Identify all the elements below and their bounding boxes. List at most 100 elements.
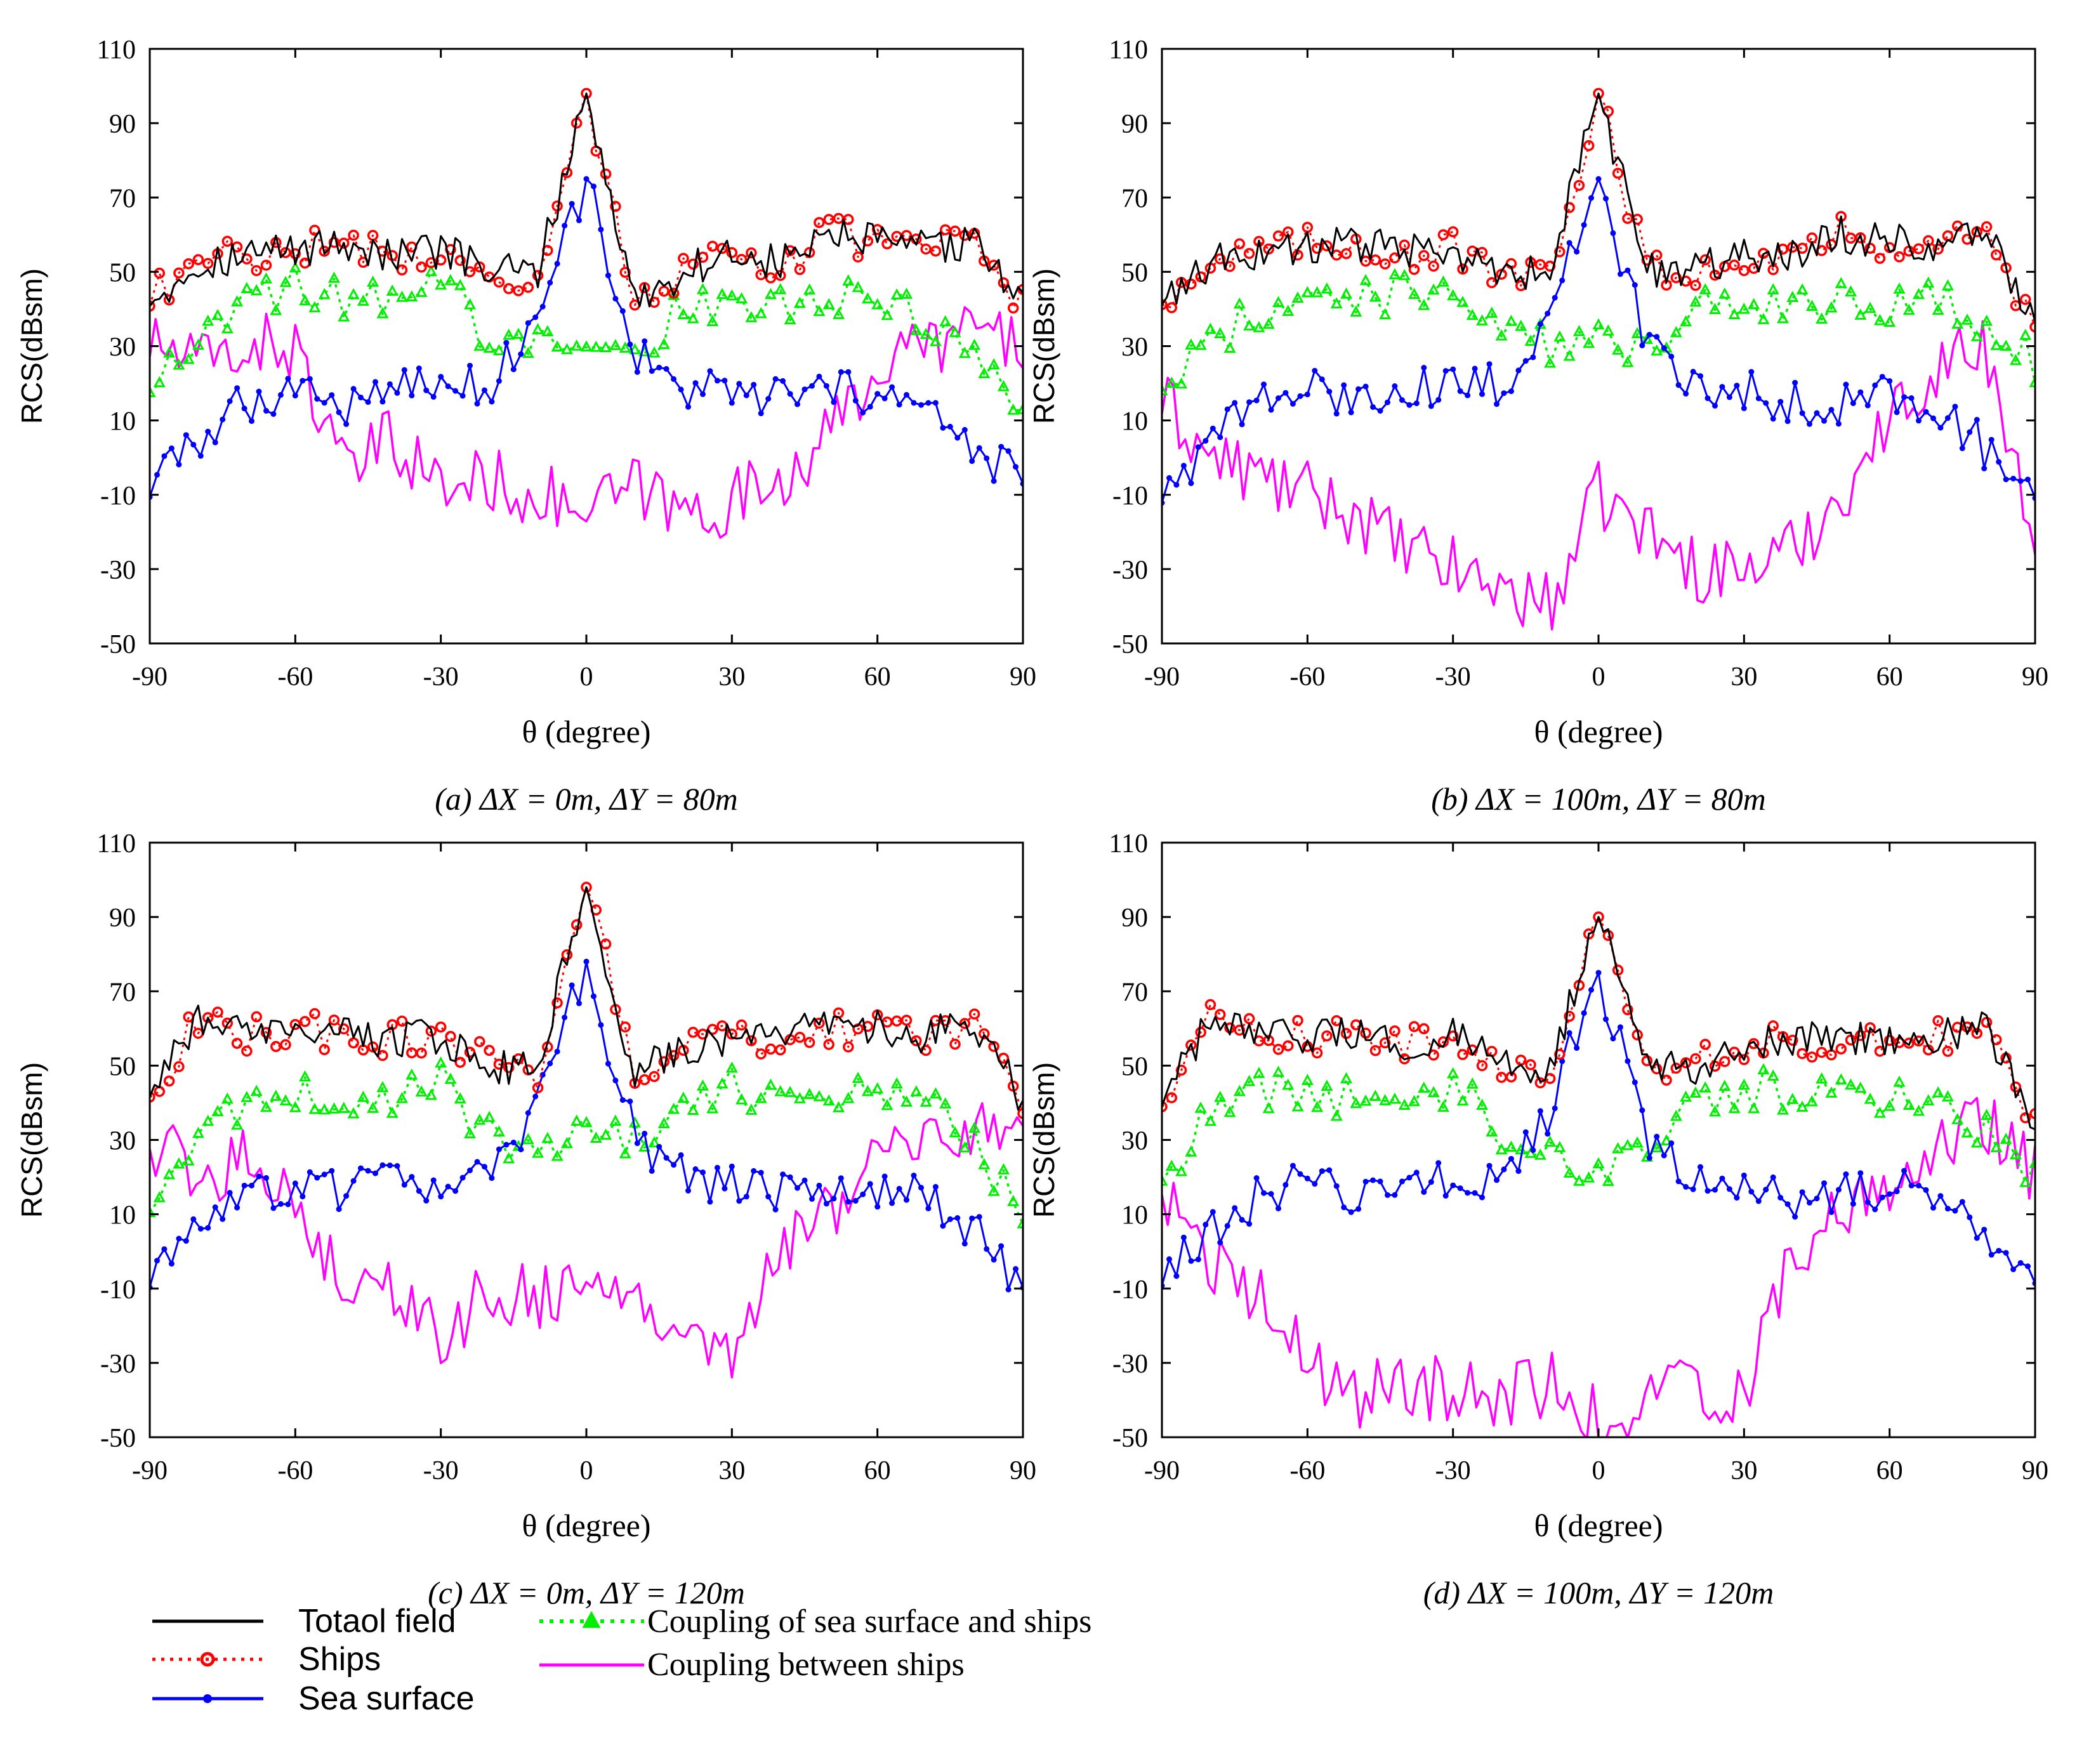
ships-point — [1806, 1051, 1818, 1063]
y-tick-label: 90 — [1121, 110, 1148, 139]
sea-surface-point — [409, 1174, 415, 1180]
sea-surface-point — [845, 369, 852, 375]
coupling-sea-ships-point — [1893, 1076, 1906, 1087]
y-axis-label: RCS(dBsm) — [1027, 268, 1060, 424]
sea-surface-point — [1486, 1162, 1493, 1169]
ships-point — [328, 1014, 340, 1026]
sea-surface-point — [860, 409, 866, 416]
sea-surface-point — [350, 1178, 357, 1184]
sea-surface-point — [1864, 402, 1871, 409]
coupling-sea-ships-point — [958, 346, 971, 359]
sea-surface-point — [1603, 195, 1609, 202]
sea-surface-point — [1442, 368, 1449, 374]
coupling-sea-ships-point — [1456, 296, 1469, 307]
sea-surface-point — [1588, 195, 1594, 201]
sea-surface-point — [591, 183, 597, 190]
sea-surface-point — [1566, 1030, 1573, 1036]
coupling-sea-ships-point — [1379, 308, 1392, 320]
coupling-sea-ships-point — [871, 298, 884, 310]
sea-surface-point — [212, 1204, 218, 1210]
sea-surface-point — [1639, 342, 1645, 348]
coupling-sea-ships-point — [852, 1072, 864, 1083]
coupling-sea-ships-point — [182, 1154, 195, 1166]
sea-surface-point — [1013, 464, 1019, 470]
sea-surface-point — [482, 387, 487, 393]
coupling-sea-ships-point — [1708, 303, 1721, 314]
sea-surface-point — [918, 1185, 924, 1191]
coupling-sea-ships-point — [532, 323, 544, 334]
ships-point — [629, 1077, 641, 1089]
coupling-sea-ships-point — [483, 1110, 496, 1122]
x-tick-label: -60 — [1289, 1456, 1325, 1485]
sea-surface-point — [1465, 392, 1471, 398]
ships-point — [658, 1056, 670, 1067]
coupling-sea-ships-point — [347, 287, 360, 299]
sea-surface-point — [889, 1200, 895, 1206]
coupling-sea-ships-point — [1466, 1077, 1479, 1089]
ships-point — [150, 300, 155, 312]
coupling-sea-ships-point — [2029, 1157, 2035, 1168]
coupling-sea-ships-point — [1369, 1089, 1381, 1101]
x-tick-label: 0 — [580, 1456, 593, 1485]
coupling-sea-ships-point — [1223, 1105, 1236, 1117]
coupling-sea-ships-point — [1476, 1098, 1489, 1110]
sea-surface-point — [1399, 397, 1405, 403]
sea-surface-point — [2010, 475, 2017, 482]
sea-surface-point — [1472, 1190, 1478, 1196]
coupling-sea-ships-point — [929, 334, 942, 346]
sea-surface-point — [1319, 1168, 1325, 1175]
legend-coupling-sea-ships-marker — [582, 1610, 601, 1628]
ships-point — [1437, 229, 1449, 240]
sea-surface-point — [758, 411, 764, 416]
sea-surface-point — [1857, 1170, 1864, 1176]
sea-surface-point — [1501, 1166, 1507, 1173]
sea-surface-point — [394, 390, 400, 396]
sea-surface-point — [904, 1197, 909, 1203]
sea-surface-point — [1959, 445, 1965, 451]
sea-surface-point — [1203, 438, 1209, 444]
coupling-sea-ships-point — [308, 301, 321, 313]
y-tick-label: 10 — [1121, 407, 1148, 437]
coupling-sea-ships-point — [1844, 1078, 1857, 1090]
coupling-sea-ships-point — [367, 1102, 379, 1113]
sea-surface-point — [1005, 1286, 1012, 1293]
ships-point — [823, 1039, 834, 1050]
sea-surface-point — [663, 1155, 669, 1161]
coupling-sea-ships-point — [415, 286, 428, 297]
sea-surface-point — [765, 1194, 772, 1200]
sea-surface-point — [386, 381, 393, 387]
coupling-sea-ships-point — [832, 1101, 845, 1112]
ships-point — [619, 1021, 631, 1033]
coupling-sea-ships-point — [1253, 320, 1265, 332]
y-tick-label: 70 — [1121, 978, 1148, 1007]
sea-surface-point — [1777, 398, 1784, 405]
coupling-sea-ships-point — [1553, 1141, 1566, 1152]
coupling-sea-ships-point — [1311, 286, 1324, 298]
sea-surface-point — [227, 1190, 233, 1196]
coupling-sea-ships-point — [1796, 283, 1809, 295]
ships-point — [1855, 232, 1866, 244]
ships-point — [1534, 1077, 1546, 1089]
plot-area — [1162, 843, 2035, 1437]
coupling-sea-ships-point — [1970, 330, 1983, 341]
series-group — [1162, 911, 2035, 1437]
y-tick-label: 30 — [109, 1127, 136, 1156]
coupling-sea-ships-point — [299, 1070, 312, 1082]
coupling-sea-ships-point — [657, 1117, 670, 1129]
sea-surface-point — [300, 1194, 306, 1200]
sea-surface-point — [809, 383, 815, 389]
sea-surface-point — [1588, 987, 1594, 993]
sea-surface-point — [1333, 411, 1340, 417]
coupling-sea-ships-point — [1660, 1134, 1673, 1146]
coupling-sea-ships-point — [318, 287, 331, 299]
sea-surface-point — [787, 1174, 793, 1180]
sea-surface-point — [386, 1162, 393, 1169]
sea-surface-point — [562, 223, 568, 229]
coupling-sea-ships-point — [1990, 1141, 2003, 1152]
sea-surface-point — [1312, 367, 1318, 374]
sea-surface-point — [685, 404, 691, 410]
ships-point — [1214, 253, 1226, 265]
sea-surface-point — [707, 1199, 713, 1205]
ships-point — [1379, 1037, 1391, 1049]
ships-point — [1971, 1027, 1983, 1039]
